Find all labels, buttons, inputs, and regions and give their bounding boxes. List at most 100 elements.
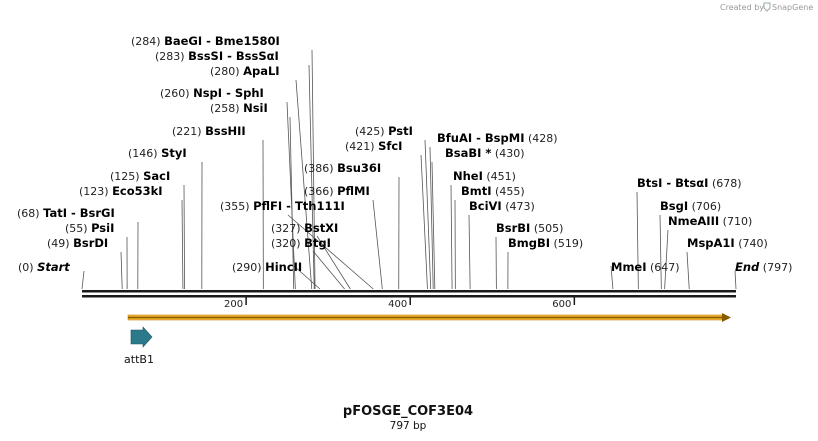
site-label: MspA1I (740) — [687, 236, 768, 250]
feature-label: attB1 — [124, 353, 154, 366]
site-leader-line — [287, 214, 374, 290]
plasmid-title: pFOSGE_COF3E04 — [343, 404, 473, 419]
site-label: (386) Bsu36I — [304, 161, 381, 175]
site-position: (0) — [18, 261, 37, 274]
site-leader-line — [659, 214, 662, 290]
enzyme-name: BsrBI — [496, 221, 530, 235]
site-leader-line — [420, 154, 428, 290]
site-label: (146) StyI — [128, 146, 187, 160]
site-position: (473) — [502, 200, 535, 213]
site-label: BciVI (473) — [469, 199, 535, 213]
site-position: (221) — [172, 125, 205, 138]
enzyme-name: BaeGI — [164, 34, 202, 48]
site-leader-line — [286, 101, 296, 290]
site-position: (797) — [759, 261, 792, 274]
site-label: BmtI (455) — [461, 184, 525, 198]
site-label: (280) ApaLI — [210, 64, 280, 78]
enzyme-name: Start — [37, 260, 70, 274]
site-position: (428) — [525, 132, 558, 145]
site-label: NmeAIII (710) — [668, 214, 752, 228]
site-position: (280) — [210, 65, 243, 78]
enzyme-name: BfuAI — [437, 131, 472, 145]
enzyme-name: SfcI — [378, 139, 402, 153]
site-label: (425) PstI — [355, 124, 413, 138]
orf-arrowhead — [722, 313, 731, 322]
enzyme-name: BtgI — [304, 236, 331, 250]
site-leader-line — [81, 270, 85, 290]
site-label: (320) BtgI — [271, 236, 331, 250]
site-position: (284) — [131, 35, 164, 48]
site-label: (123) Eco53kI — [79, 184, 163, 198]
enzyme-name: BsaBI * — [445, 146, 491, 160]
site-leader-line — [312, 250, 345, 290]
site-position: (505) — [530, 222, 563, 235]
site-leader-line — [429, 146, 434, 290]
enzyme-name: MmeI — [611, 260, 647, 274]
site-label: BsrBI (505) — [496, 221, 563, 235]
site-label: (366) PflMI — [304, 184, 370, 198]
site-position: (421) — [345, 140, 378, 153]
axis-tick-label: 600 — [552, 299, 571, 310]
enzyme-name: Bsu36I — [337, 161, 381, 175]
site-label: (0) Start — [18, 260, 70, 274]
enzyme-name: HincII — [265, 260, 302, 274]
site-leader-line — [295, 79, 313, 290]
site-label: (260) NspI - SphI — [160, 86, 264, 100]
site-leader-line — [468, 214, 471, 290]
enzyme-name: TatI — [43, 206, 67, 220]
enzyme-name: BssHII — [205, 124, 246, 138]
site-position: (125) — [110, 170, 143, 183]
sequence-backbone — [82, 290, 736, 298]
site-position: (283) — [155, 50, 188, 63]
site-position: (123) — [79, 185, 112, 198]
site-leader-line — [636, 191, 639, 290]
enzyme-name: NmeAIII — [668, 214, 719, 228]
enzyme-name: BtsαI — [675, 176, 708, 190]
enzyme-name: BtsI — [637, 176, 662, 190]
site-leader-line — [372, 199, 383, 290]
enzyme-name: SphI — [235, 86, 264, 100]
site-label: (221) BssHII — [172, 124, 246, 138]
site-label: (55) PsiI — [65, 221, 114, 235]
site-label: BfuAI - BspMI (428) — [437, 131, 558, 145]
site-position: (290) — [232, 261, 265, 274]
enzyme-name: Bme1580I — [215, 34, 280, 48]
feature-arrow[interactable] — [130, 326, 153, 348]
site-position: (678) — [708, 177, 741, 190]
site-position: (55) — [65, 222, 91, 235]
enzyme-name: End — [735, 260, 760, 274]
leader-lines — [81, 49, 737, 290]
enzyme-name: Eco53kI — [112, 184, 163, 198]
enzyme-name: PflMI — [337, 184, 370, 198]
site-leader-line — [610, 265, 614, 290]
site-position: (49) — [47, 237, 73, 250]
enzyme-name: PstI — [388, 124, 413, 138]
axis-tick-label: 200 — [224, 299, 243, 310]
axis-tick-label: 400 — [388, 299, 407, 310]
enzyme-name: BsrGI — [80, 206, 115, 220]
site-label: End (797) — [735, 260, 792, 274]
site-position: (258) — [210, 102, 243, 115]
enzyme-name: BciVI — [469, 199, 502, 213]
site-leader-line — [686, 251, 690, 290]
site-position: (327) — [271, 222, 304, 235]
site-position: (366) — [304, 185, 337, 198]
enzyme-name: NheI — [453, 169, 483, 183]
site-position: (260) — [160, 87, 193, 100]
site-leader-line — [120, 251, 123, 290]
site-label: (68) TatI - BsrGI — [17, 206, 115, 220]
enzyme-name: BspMI — [485, 131, 525, 145]
site-leader-line — [311, 49, 316, 290]
enzyme-name: ApaLI — [243, 64, 280, 78]
site-position: (451) — [483, 170, 516, 183]
enzyme-name: BsgI — [660, 199, 688, 213]
enzyme-name: BssSI — [188, 49, 223, 63]
site-label: (283) BssSI - BssSαI — [155, 49, 279, 63]
site-position: (386) — [304, 162, 337, 175]
site-position: (740) — [735, 237, 768, 250]
site-position: (355) — [220, 200, 253, 213]
site-label: (125) SacI — [110, 169, 170, 183]
site-position: (430) — [491, 147, 524, 160]
plasmid-length: 797 bp — [390, 420, 427, 432]
